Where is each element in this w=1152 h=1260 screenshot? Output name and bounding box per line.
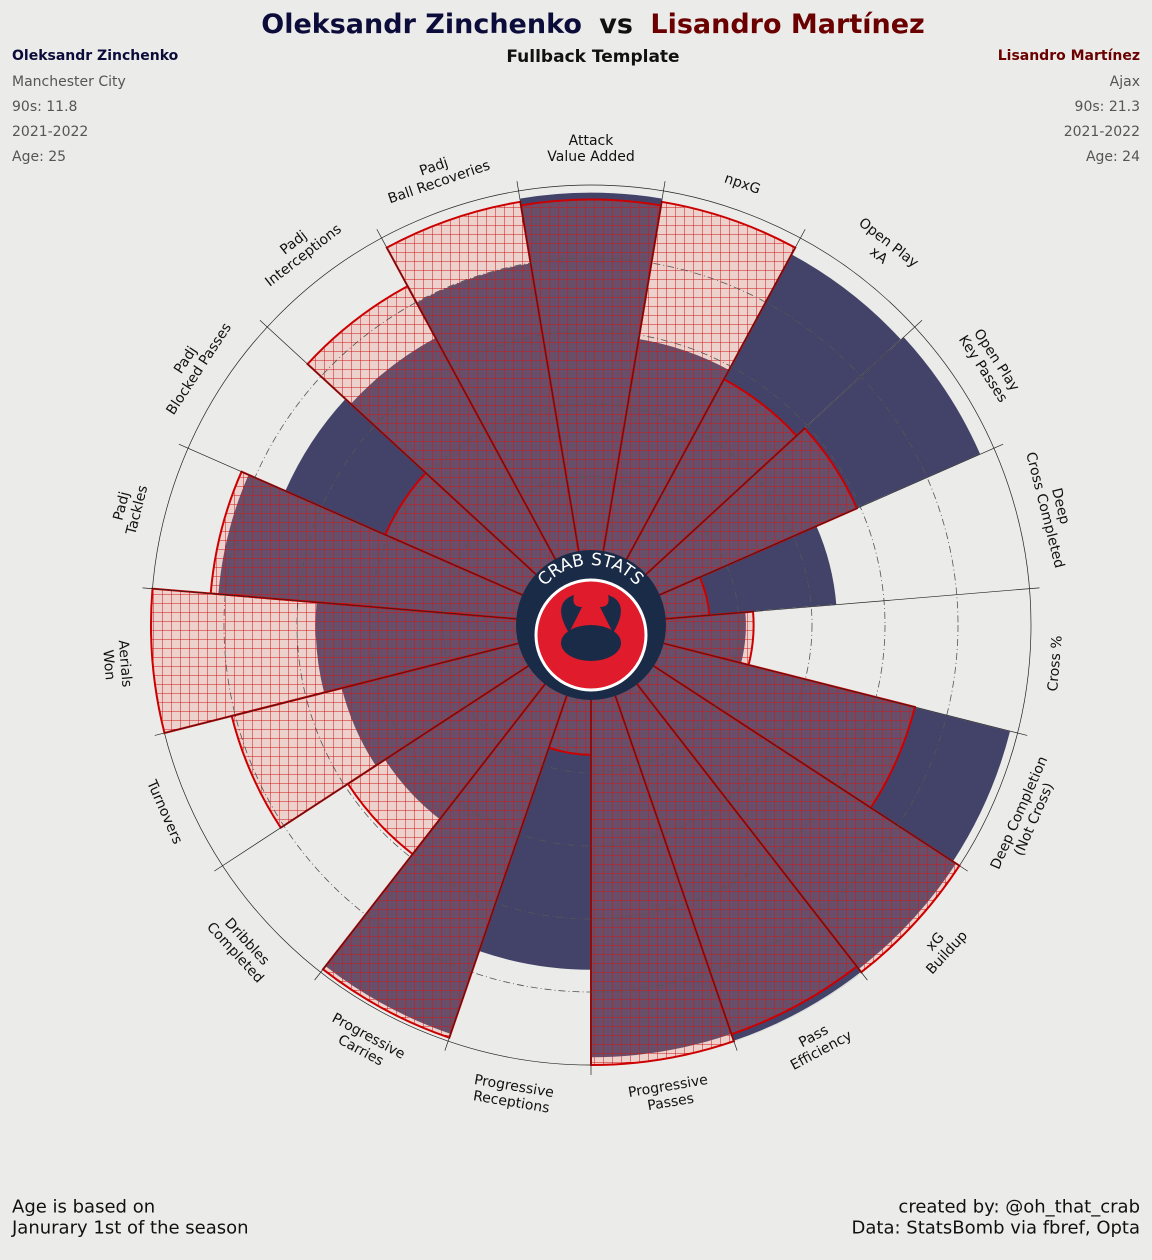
chart-title: Oleksandr Zinchenko vs Lisandro Martínez <box>261 9 925 40</box>
player-2-name: Lisandro Martínez <box>998 48 1140 64</box>
slice-divider <box>626 229 806 560</box>
player-info: 2021-2022 <box>12 124 88 140</box>
logo-claws <box>561 595 621 633</box>
player-info: Ajax <box>1110 74 1140 90</box>
grid-ring <box>369 403 813 847</box>
slice-divider <box>602 181 666 552</box>
title-player-1: Oleksandr Zinchenko <box>261 9 582 40</box>
subtitle: Fullback Template <box>506 47 679 67</box>
slice-divider <box>516 181 580 552</box>
slice-divider <box>376 229 556 560</box>
category-label: Attack Value Added <box>547 133 635 165</box>
slice-divider <box>636 683 868 981</box>
slice-divider <box>154 643 519 736</box>
player-info: Age: 25 <box>12 149 66 165</box>
footnote: created by: @oh_that_crab Data: StatsBomb… <box>852 1197 1140 1239</box>
slice-divider <box>142 587 517 620</box>
footnote: Age is based on Janurary 1st of the seaso… <box>11 1197 249 1239</box>
player-info: Manchester City <box>12 74 126 90</box>
player-1-name: Oleksandr Zinchenko <box>12 48 179 64</box>
player-info: 90s: 21.3 <box>1075 99 1140 115</box>
player-info: 2021-2022 <box>1064 124 1140 140</box>
title-joiner: vs <box>599 9 633 40</box>
title-player-2: Lisandro Martínez <box>650 9 924 40</box>
slice-divider <box>665 587 1040 620</box>
category-label: Cross % <box>1045 635 1066 692</box>
player-info: 90s: 11.8 <box>12 99 77 115</box>
slice-divider <box>663 643 1028 736</box>
category-label: AerialsWon <box>99 639 135 689</box>
slice-divider <box>653 665 968 872</box>
slice-divider <box>214 665 529 872</box>
slice-divider <box>659 443 1004 596</box>
slice-divider <box>615 695 738 1051</box>
slice-divider <box>645 319 923 575</box>
player-info: Age: 24 <box>1086 149 1140 165</box>
slice-divider <box>178 443 523 596</box>
logo-crab <box>561 625 621 661</box>
grid-ring <box>296 330 886 920</box>
slice-divider <box>314 683 546 981</box>
slice-divider <box>259 319 537 575</box>
grid-ring <box>442 476 740 774</box>
slice-divider <box>444 695 567 1051</box>
